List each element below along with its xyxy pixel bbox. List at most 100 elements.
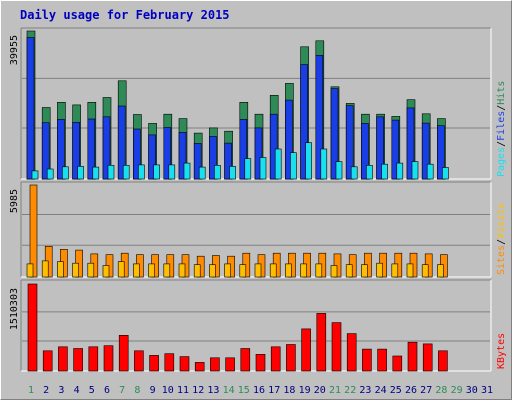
day-label-16: 16 bbox=[253, 385, 265, 396]
bottom-kbytes-bar-day-18 bbox=[286, 344, 296, 372]
day-label-28: 28 bbox=[435, 385, 447, 396]
day-label-6: 6 bbox=[104, 385, 110, 396]
top-legend: Pages/Files/Hits bbox=[496, 81, 507, 177]
top-files-bar-day-5 bbox=[87, 118, 96, 180]
middle-max-label: 5985 bbox=[9, 189, 20, 213]
bottom-kbytes-bar-day-23 bbox=[362, 348, 372, 372]
middle-visits-bar-day-5 bbox=[87, 262, 95, 278]
day-label-30: 30 bbox=[466, 385, 478, 396]
bottom-kbytes-bar-day-3 bbox=[58, 346, 68, 372]
bottom-kbytes-bar-day-15 bbox=[240, 348, 251, 372]
top-pages-bar-day-9 bbox=[153, 164, 160, 180]
day-label-24: 24 bbox=[375, 385, 387, 396]
top-pages-bar-day-4 bbox=[77, 166, 84, 180]
top-files-bar-day-23 bbox=[361, 123, 369, 180]
top-files-bar-day-21 bbox=[330, 88, 339, 180]
top-pages-bar-day-5 bbox=[92, 166, 100, 180]
bottom-kbytes-bar-day-14 bbox=[225, 357, 235, 372]
middle-visits-bar-day-7 bbox=[117, 261, 125, 278]
bottom-kbytes-bar-day-5 bbox=[88, 346, 99, 372]
top-pages-bar-day-6 bbox=[107, 165, 115, 180]
middle-visits-bar-day-14 bbox=[224, 263, 231, 278]
middle-visits-bar-day-15 bbox=[239, 264, 247, 278]
top-pages-bar-day-17 bbox=[274, 148, 282, 180]
top-legend-part-1: Pages bbox=[496, 147, 507, 177]
day-label-29: 29 bbox=[451, 385, 463, 396]
day-label-21: 21 bbox=[329, 385, 341, 396]
top-files-bar-day-3 bbox=[57, 119, 65, 180]
bottom-legend: KBytes bbox=[496, 333, 507, 369]
chart-title: Daily usage for February 2015 bbox=[20, 8, 230, 22]
top-files-bar-day-19 bbox=[300, 64, 308, 180]
top-pages-bar-day-21 bbox=[335, 161, 343, 180]
top-legend-part-2: / bbox=[496, 141, 507, 147]
bottom-kbytes-bar-day-11 bbox=[179, 356, 190, 372]
top-files-bar-day-20 bbox=[315, 54, 324, 180]
middle-visits-bar-day-25 bbox=[391, 263, 399, 278]
top-pages-bar-day-7 bbox=[122, 165, 130, 180]
middle-legend: Sites/Visits bbox=[496, 203, 507, 275]
middle-visits-bar-day-4 bbox=[72, 262, 79, 278]
bottom-max-label: 1510303 bbox=[9, 288, 20, 330]
top-pages-bar-day-18 bbox=[290, 152, 297, 180]
top-files-bar-day-15 bbox=[239, 119, 248, 180]
day-label-22: 22 bbox=[344, 385, 356, 396]
middle-legend-part-1: Sites bbox=[496, 245, 507, 275]
top-pages-bar-day-1 bbox=[31, 170, 39, 180]
bottom-kbytes-bar-day-7 bbox=[118, 334, 129, 372]
middle-sites-bar-day-1 bbox=[29, 184, 38, 278]
middle-visits-bar-day-21 bbox=[330, 265, 338, 278]
bottom-kbytes-bar-day-1 bbox=[27, 283, 38, 372]
day-label-14: 14 bbox=[223, 385, 235, 396]
day-label-7: 7 bbox=[119, 385, 125, 396]
top-files-bar-day-26 bbox=[406, 107, 415, 180]
middle-visits-bar-day-9 bbox=[148, 263, 155, 278]
day-label-17: 17 bbox=[268, 385, 280, 396]
day-label-10: 10 bbox=[162, 385, 174, 396]
day-label-9: 9 bbox=[150, 385, 156, 396]
top-pages-bar-day-16 bbox=[259, 157, 267, 180]
bottom-kbytes-bar-day-19 bbox=[301, 328, 311, 372]
day-label-2: 2 bbox=[43, 385, 49, 396]
middle-visits-bar-day-19 bbox=[300, 263, 307, 278]
top-files-bar-day-6 bbox=[102, 116, 111, 180]
day-label-3: 3 bbox=[58, 385, 64, 396]
top-files-bar-day-25 bbox=[391, 119, 400, 180]
bottom-kbytes-bar-day-4 bbox=[73, 348, 83, 372]
day-label-20: 20 bbox=[314, 385, 326, 396]
bottom-kbytes-bar-day-9 bbox=[149, 355, 159, 372]
middle-visits-bar-day-16 bbox=[254, 263, 262, 278]
top-files-bar-day-28 bbox=[437, 125, 445, 180]
top-pages-bar-day-27 bbox=[426, 163, 434, 180]
top-files-bar-day-14 bbox=[224, 142, 232, 180]
middle-visits-bar-day-22 bbox=[345, 264, 353, 278]
middle-visits-bar-day-18 bbox=[285, 263, 292, 278]
day-label-5: 5 bbox=[89, 385, 95, 396]
middle-visits-bar-day-13 bbox=[209, 264, 216, 278]
top-legend-part-4: / bbox=[496, 105, 507, 111]
top-pages-bar-day-22 bbox=[350, 166, 358, 180]
middle-visits-bar-day-10 bbox=[163, 263, 171, 278]
top-pages-bar-day-28 bbox=[442, 167, 449, 180]
bottom-kbytes-bar-day-25 bbox=[392, 355, 403, 372]
top-files-bar-day-2 bbox=[41, 122, 50, 180]
middle-legend-part-3: Visits bbox=[496, 203, 507, 239]
bottom-kbytes-bar-day-16 bbox=[255, 353, 266, 372]
top-files-bar-day-16 bbox=[254, 127, 263, 180]
top-legend-part-3: Files bbox=[496, 111, 507, 141]
middle-visits-bar-day-11 bbox=[178, 263, 186, 278]
top-files-bar-day-11 bbox=[178, 132, 187, 180]
bottom-kbytes-bar-day-24 bbox=[377, 348, 387, 372]
bottom-kbytes-bar-day-13 bbox=[210, 357, 220, 372]
day-label-13: 13 bbox=[207, 385, 219, 396]
bottom-kbytes-bar-day-20 bbox=[316, 313, 327, 372]
top-pages-bar-day-12 bbox=[198, 166, 206, 180]
middle-visits-bar-day-2 bbox=[41, 260, 49, 278]
top-files-bar-day-8 bbox=[133, 128, 141, 180]
top-pages-bar-day-14 bbox=[229, 166, 236, 180]
top-files-bar-day-4 bbox=[72, 122, 80, 180]
bottom-legend-part-1: KBytes bbox=[496, 333, 507, 369]
top-pages-bar-day-13 bbox=[214, 165, 221, 180]
